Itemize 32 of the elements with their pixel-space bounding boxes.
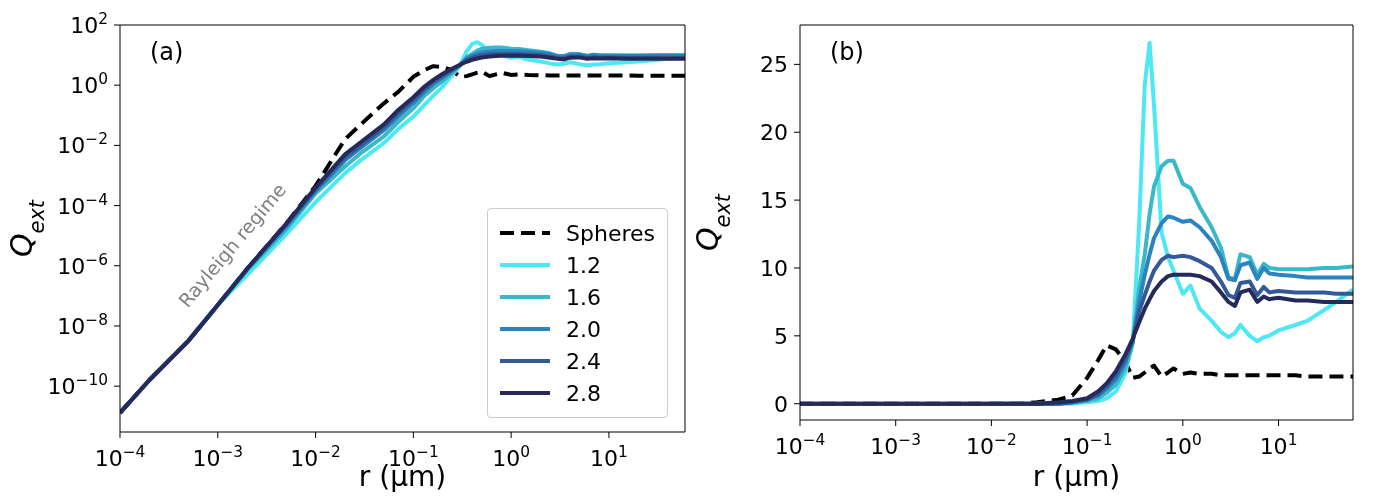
x-axis-title: r (μm) — [1032, 460, 1121, 493]
y-tick-label: 10$^{−4}$ — [57, 190, 108, 219]
legend-label: 2.8 — [566, 380, 602, 406]
y-tick-label: 10$^{−2}$ — [57, 130, 108, 159]
x-tick-label: 10$^{−3}$ — [192, 443, 244, 471]
legend-label: 2.4 — [566, 348, 602, 374]
y-tick-label: 10$^{−8}$ — [57, 310, 108, 339]
y-tick-label: 25 — [760, 52, 788, 78]
x-tick-label: 10$^{−3}$ — [870, 431, 922, 459]
y-tick-label: 10$^{−10}$ — [47, 371, 108, 400]
x-tick-label: 10$^{0}$ — [492, 443, 531, 471]
x-tick-label: 10$^{0}$ — [1163, 431, 1202, 459]
x-tick-label: 10$^{−2}$ — [966, 431, 1017, 459]
y-tick-label: 10 — [760, 255, 788, 281]
legend-label: 1.2 — [566, 252, 602, 278]
legend-label: 2.0 — [566, 316, 602, 342]
x-tick-label: 10$^{1}$ — [1259, 431, 1298, 459]
y-tick-label: 10$^{0}$ — [70, 70, 108, 99]
annotation: (b) — [830, 38, 864, 66]
y-tick-label: 10$^{2}$ — [70, 10, 108, 38]
y-tick-label: 5 — [774, 323, 788, 349]
y-tick-label: 10$^{−6}$ — [57, 250, 108, 279]
x-tick-label: 10$^{−2}$ — [290, 443, 341, 471]
legend-label: Spheres — [566, 220, 655, 246]
x-tick-label: 10$^{1}$ — [590, 443, 628, 471]
x-tick-label: 10$^{−1}$ — [1061, 431, 1113, 459]
legend-label: 1.6 — [566, 284, 602, 310]
y-tick-label: 0 — [774, 391, 788, 417]
x-tick-label: 10$^{−4}$ — [94, 443, 146, 471]
y-tick-label: 15 — [760, 188, 788, 214]
annotation: (a) — [150, 38, 184, 66]
y-tick-label: 20 — [760, 120, 788, 146]
